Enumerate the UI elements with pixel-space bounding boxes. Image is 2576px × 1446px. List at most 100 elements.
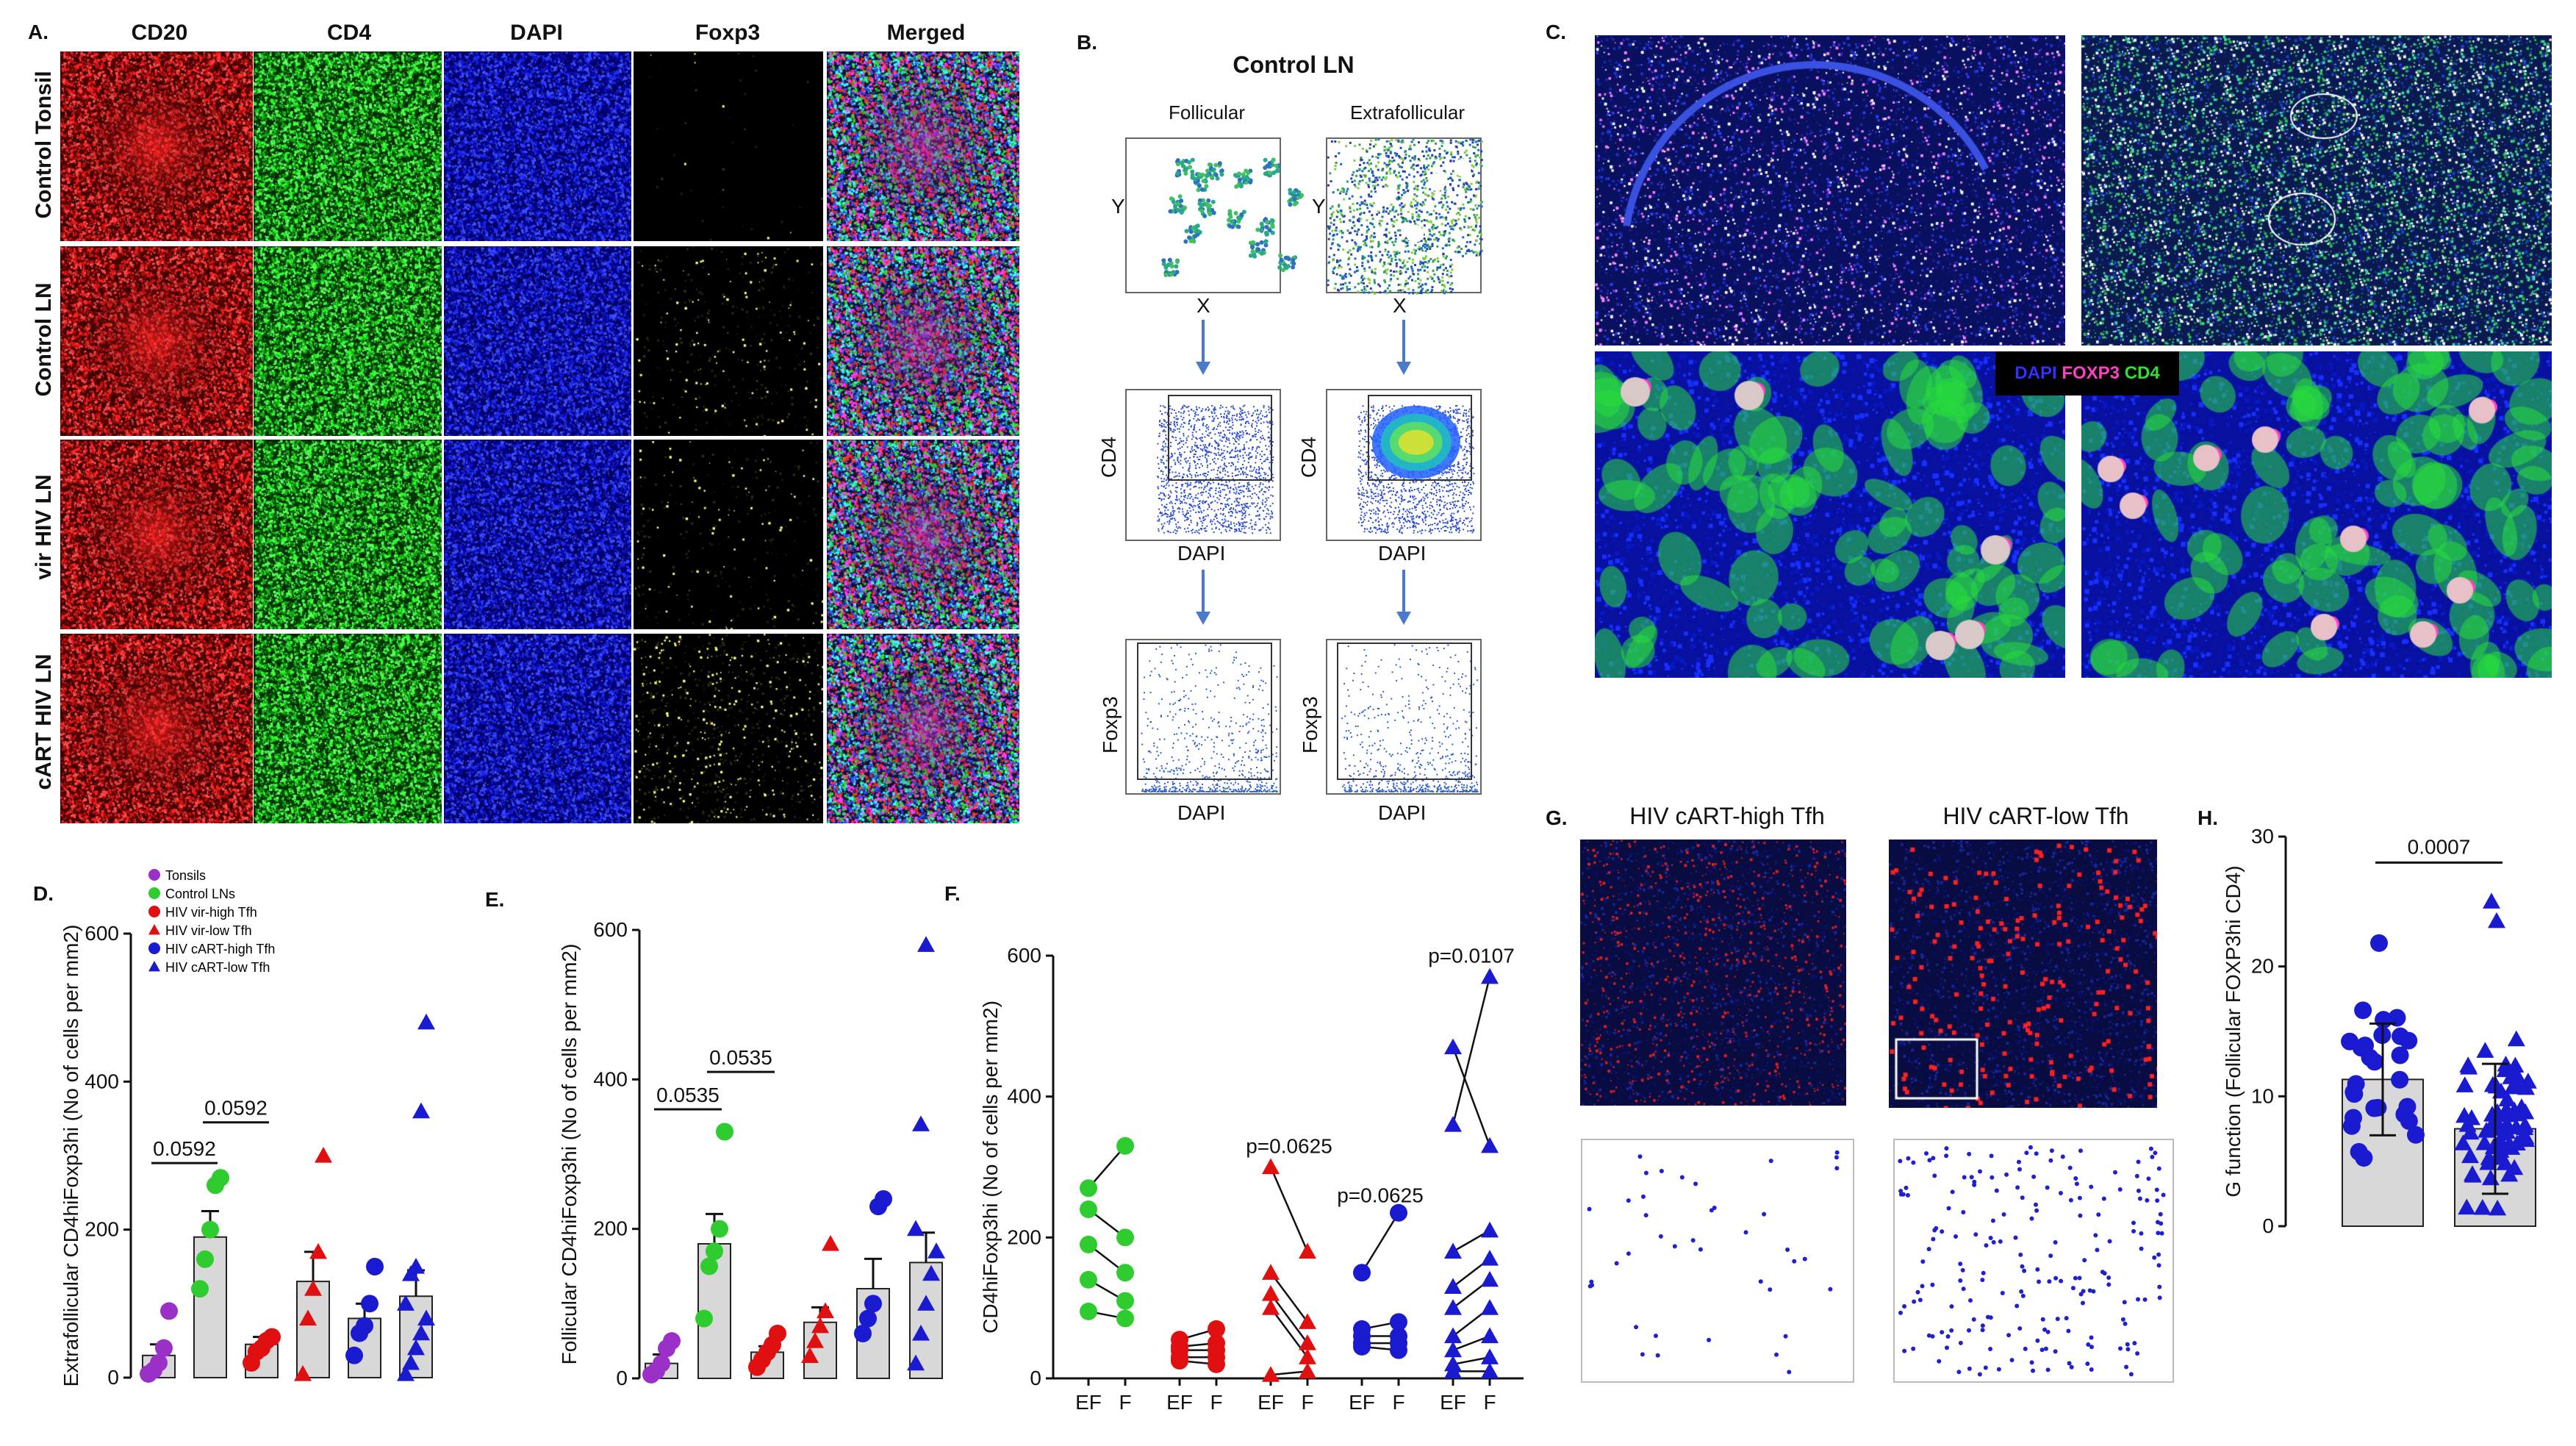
data-point	[875, 1190, 892, 1208]
data-point	[1444, 1299, 1462, 1315]
data-point	[201, 1220, 219, 1239]
x-tick-label: EF	[1349, 1391, 1375, 1414]
data-point	[1116, 1264, 1134, 1282]
data-point	[397, 1295, 415, 1311]
data-point	[806, 1332, 824, 1348]
data-point	[417, 1013, 435, 1030]
panel-label-b: B.	[1077, 31, 1097, 54]
data-point	[315, 1147, 332, 1163]
data-point	[412, 1324, 430, 1341]
data-point	[2464, 1166, 2482, 1183]
y-tick-label: 200	[1007, 1225, 1041, 1248]
data-point	[1080, 1302, 1097, 1320]
data-point	[2460, 1059, 2478, 1075]
data-point	[2483, 892, 2500, 909]
legend-entry: Control LNs	[165, 887, 235, 901]
panel-label-d: D.	[33, 882, 54, 905]
microscopy-tile	[827, 246, 1019, 436]
zoom-image-right	[2081, 351, 2552, 678]
arrow-icon	[1396, 362, 1411, 375]
data-point	[922, 1264, 940, 1281]
p-value-label: p=0.0625	[1337, 1184, 1424, 1206]
data-point	[2406, 1125, 2425, 1144]
data-point	[294, 1364, 312, 1381]
data-point	[2507, 1105, 2525, 1122]
data-point	[1299, 1362, 1316, 1379]
data-point	[407, 1339, 425, 1356]
data-point	[864, 1295, 882, 1313]
column-header-cd20: CD20	[131, 21, 188, 45]
microscopy-tile	[60, 246, 253, 436]
data-point	[1444, 1327, 1462, 1344]
data-point	[2498, 1090, 2516, 1107]
data-point	[148, 924, 160, 935]
data-point	[2475, 1134, 2494, 1150]
microscopy-tile	[254, 440, 442, 629]
p-value-label: 0.0007	[2408, 835, 2471, 858]
data-point	[1444, 1362, 1462, 1379]
data-point	[1262, 1366, 1280, 1382]
y-tick-label: 30	[2251, 825, 2274, 848]
data-point	[2391, 1070, 2409, 1089]
microscopy-tile	[444, 51, 631, 241]
panel-label-c: C.	[1546, 21, 1566, 43]
data-point	[1080, 1270, 1097, 1289]
data-point	[1390, 1313, 1407, 1331]
data-point	[700, 1257, 718, 1275]
data-point	[2461, 1147, 2479, 1164]
data-point	[361, 1295, 378, 1313]
data-point	[263, 1328, 281, 1346]
data-point	[1481, 1327, 1499, 1344]
data-point	[1444, 1038, 1462, 1055]
microscopy-tile	[60, 51, 253, 241]
data-point	[1299, 1334, 1316, 1350]
y-tick-label: 200	[85, 1218, 119, 1241]
y-axis-label: Extrafollicular CD4hiFoxp3hi (No of cell…	[60, 925, 82, 1387]
data-point	[912, 1115, 930, 1131]
p-value-label: 0.0535	[656, 1084, 720, 1106]
row-header-vir-hiv-ln: vir HIV LN	[32, 474, 56, 580]
data-point	[2516, 1116, 2534, 1133]
microscopy-tile	[60, 440, 253, 629]
x-tick-label: EF	[1166, 1391, 1193, 1414]
data-point	[2400, 1031, 2418, 1050]
data-point	[907, 1220, 925, 1236]
y-tick-label: 10	[2251, 1084, 2274, 1107]
data-point	[191, 1280, 209, 1298]
data-point	[1444, 1242, 1462, 1259]
data-point	[917, 936, 935, 952]
column-header-merged: Merged	[886, 21, 966, 45]
data-point	[1171, 1352, 1188, 1370]
microscopy-tile	[634, 440, 823, 629]
arrow-icon	[1396, 612, 1411, 625]
data-point	[1116, 1228, 1134, 1247]
data-point	[2391, 1046, 2409, 1064]
data-point	[1444, 1116, 1462, 1132]
data-point	[212, 1169, 229, 1187]
data-point	[1481, 967, 1499, 984]
follicular-cd4-dapi-plot	[1125, 389, 1281, 541]
y-tick-label: 0	[107, 1366, 119, 1389]
microscopy-tile	[254, 634, 442, 823]
y-axis-label-left: Y	[1111, 195, 1125, 218]
data-point	[817, 1302, 834, 1319]
microscopy-tile	[827, 440, 1019, 629]
data-point	[1299, 1313, 1316, 1329]
data-point	[1208, 1320, 1225, 1338]
data-point	[2398, 1098, 2417, 1116]
data-point	[148, 942, 160, 954]
data-point	[148, 906, 160, 917]
y-tick-label: 0	[616, 1367, 628, 1389]
x-tick-label: F	[1392, 1391, 1404, 1414]
data-point	[769, 1325, 786, 1342]
data-point	[1080, 1179, 1097, 1198]
zoom-image-left	[1595, 351, 2065, 678]
data-point	[2400, 1112, 2418, 1130]
data-point	[1116, 1309, 1134, 1328]
data-point	[2516, 1128, 2535, 1145]
x-tick-label: EF	[1075, 1391, 1102, 1414]
legend-entry: Tonsils	[165, 868, 206, 883]
data-point	[150, 1353, 168, 1372]
data-point	[859, 1309, 877, 1328]
data-point	[2483, 1106, 2502, 1122]
